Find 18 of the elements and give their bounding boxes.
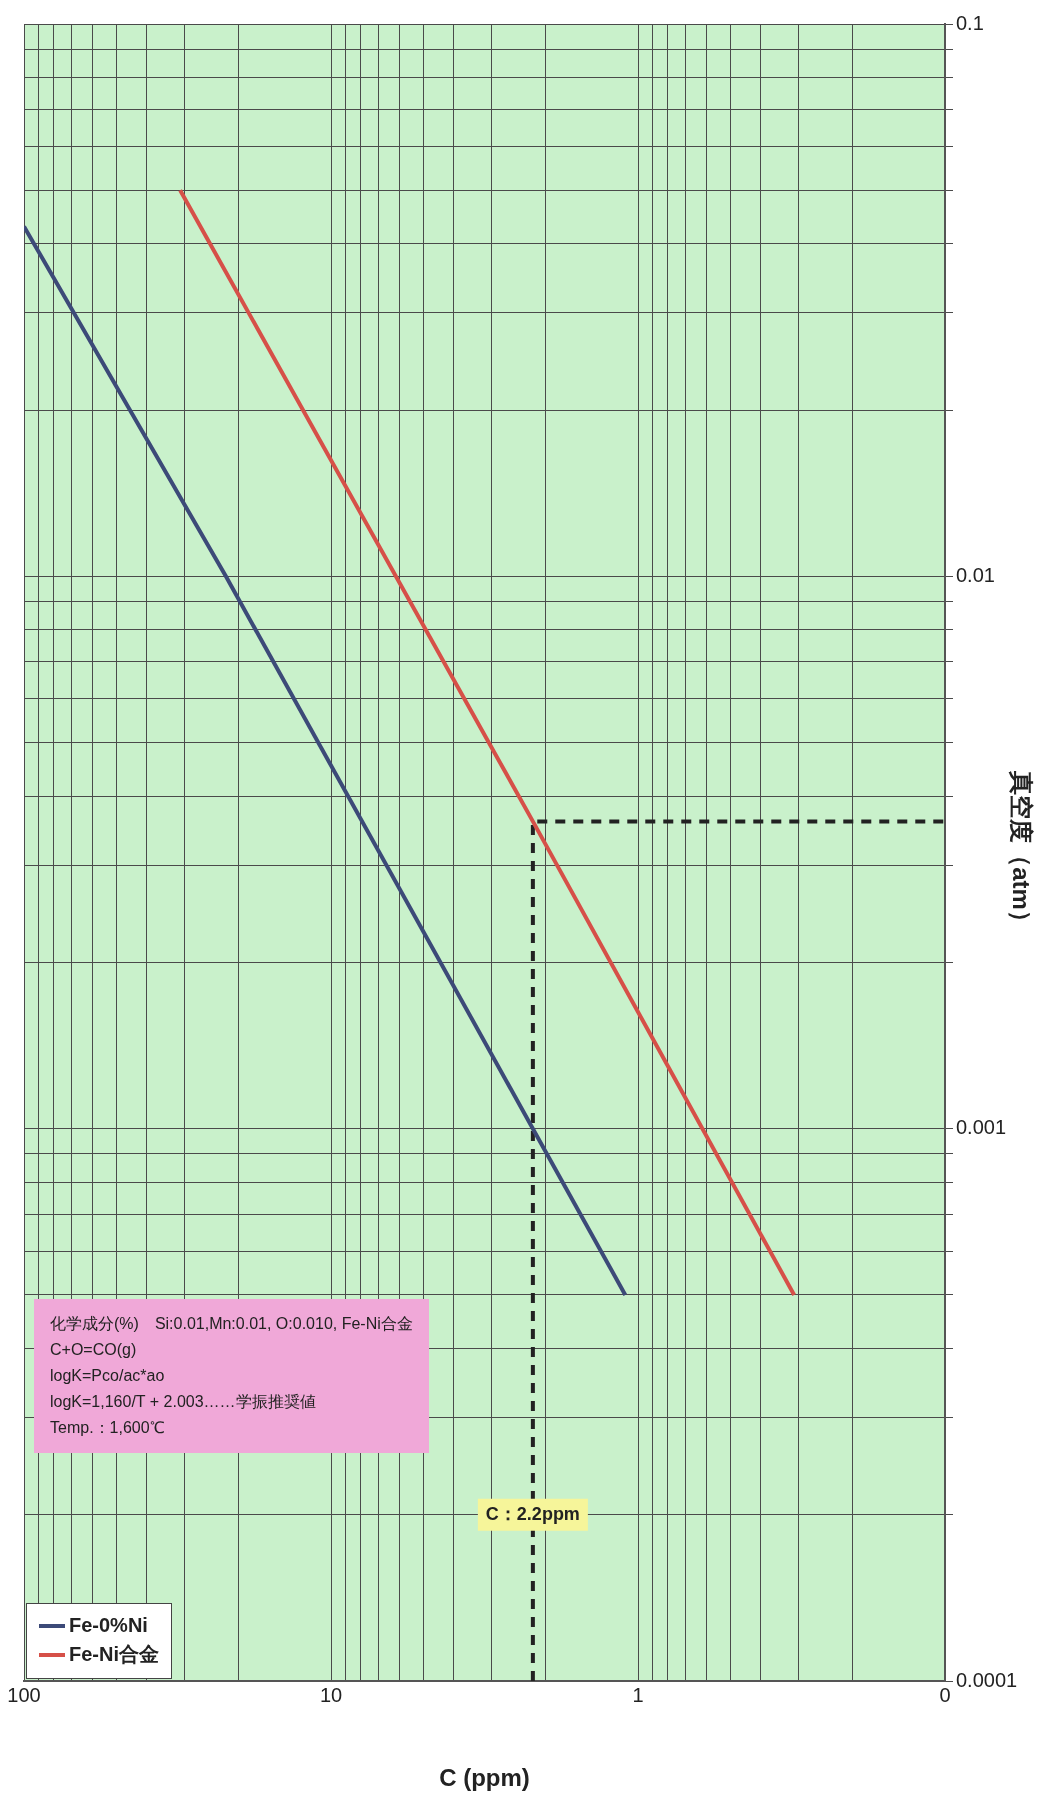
y-tick-label: 0.01 — [956, 563, 995, 586]
annotation: Temp.：1,600℃ — [50, 1419, 165, 1436]
annotation: logK=Pco/ac*ao — [50, 1367, 165, 1384]
y-tick-label: 0.1 — [956, 11, 984, 34]
annotation: 化学成分(%) Si:0.01,Mn:0.01, O:0.010, Fe-Ni合金 — [50, 1315, 413, 1332]
x-tick-label: 0 — [939, 1683, 951, 1706]
y-tick-label: 0.0001 — [956, 1668, 1018, 1691]
annotation: C+O=CO(g) — [50, 1341, 137, 1358]
annotation: logK=1,160/T + 2.003……学振推奨値 — [50, 1393, 316, 1410]
annotation: C：2.2ppm — [485, 1503, 580, 1524]
x-axis-title: C (ppm) — [439, 1764, 530, 1792]
x-tick-label: 10 — [319, 1683, 343, 1706]
legend-label: Fe-Ni合金 — [69, 1642, 159, 1667]
x-tick-label: 1 — [632, 1683, 644, 1706]
x-tick-label: 100 — [7, 1683, 41, 1706]
y-axis-title: 真空度（atm） — [1007, 770, 1035, 934]
y-tick-label: 0.001 — [956, 1116, 1007, 1139]
legend-label: Fe-0%Ni — [69, 1614, 148, 1637]
